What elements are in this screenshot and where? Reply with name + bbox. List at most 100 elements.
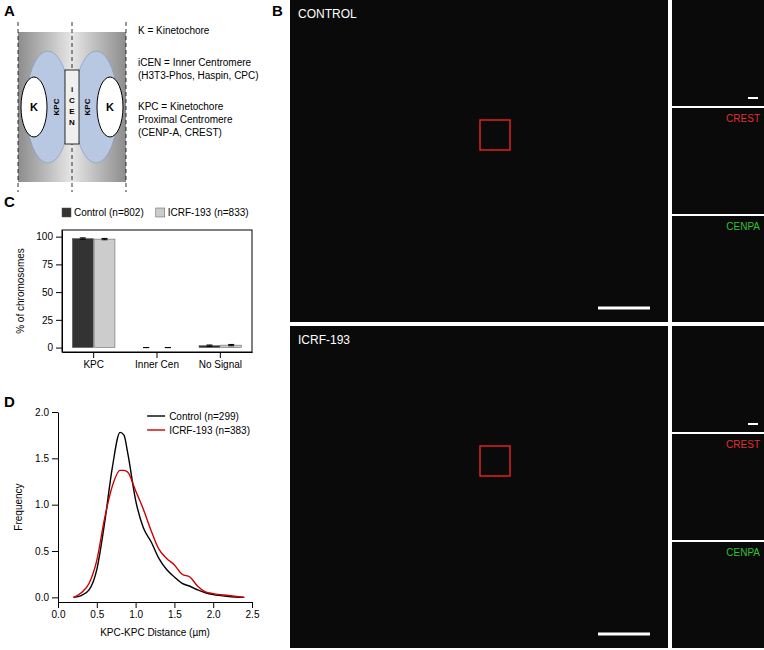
legend: Control (n=802) ICRF-193 (n=833): [62, 207, 249, 218]
series-line: [74, 432, 245, 597]
error-cap: [228, 345, 234, 346]
tick-mark: [56, 320, 62, 321]
legend-label: ICRF-193 (n=833): [168, 207, 249, 218]
axis: 0.00.51.01.52.0: [35, 407, 58, 603]
error-cap: [80, 239, 86, 240]
tick-mark: [52, 458, 58, 459]
channel-label: CENPA: [726, 547, 760, 558]
zoom-box: [480, 120, 510, 150]
tick-label: 1.5: [35, 453, 49, 464]
tick: KPC: [83, 352, 104, 370]
axis-line: [59, 602, 253, 603]
scale-bar: [598, 307, 650, 310]
error-cap: [165, 347, 171, 348]
kinetochore: [97, 77, 123, 137]
tick-mark: [52, 597, 58, 598]
legend-label: Control (n=802): [74, 207, 144, 218]
error-cap: [143, 347, 149, 348]
tick-label: 2.5: [246, 609, 260, 620]
legend-line: [147, 415, 165, 416]
panel-letter: A: [4, 2, 15, 19]
node-label: iCEN: [69, 85, 75, 127]
bar: [221, 345, 242, 347]
tick-label: 0.0: [35, 592, 49, 603]
key-text: K = Kinetochore: [138, 25, 210, 36]
inset-panel: [672, 542, 764, 648]
tick-mark: [52, 505, 58, 506]
key-text: KPC = Kinetochore: [138, 101, 224, 112]
inset-panel: [672, 0, 764, 106]
kpc-region: [26, 51, 70, 163]
image-label: ICRF-193: [298, 333, 350, 347]
panel-letter: C: [4, 193, 15, 210]
legend-line: [147, 429, 165, 430]
error-cap: [102, 239, 108, 240]
tick-label: 100: [36, 231, 53, 242]
node-label: KPC: [52, 98, 61, 115]
key-text: Proximal Centromere: [138, 114, 233, 125]
tick-label: 75: [42, 259, 54, 270]
node-label: KPC: [83, 98, 92, 115]
tick: 0: [47, 342, 62, 353]
tick: 2.0: [35, 407, 58, 418]
tick: 0.5: [90, 602, 104, 620]
legend-label: ICRF-193 (n=383): [169, 425, 250, 436]
bar: [199, 346, 220, 348]
legend-label: Control (n=299): [169, 411, 239, 422]
axis-line: [62, 231, 63, 353]
axis-title: % of chromosomes: [15, 248, 26, 334]
series-line: [74, 470, 245, 597]
error-bar: [165, 347, 171, 348]
error-cap: [143, 347, 149, 348]
channel-label: CENPA: [726, 221, 760, 232]
tick-mark: [52, 412, 58, 413]
tick: 0.0: [35, 592, 58, 603]
tick-label: 25: [42, 315, 54, 326]
tick-mark: [52, 551, 58, 552]
tick-label: 50: [42, 287, 54, 298]
error-bar: [143, 347, 149, 348]
tick-label: 0: [47, 342, 53, 353]
tick-mark: [56, 237, 62, 238]
tick: 1.5: [35, 453, 58, 464]
scale-bar: [748, 97, 758, 99]
tick-mark: [56, 264, 62, 265]
plot-frame: [62, 230, 252, 352]
tick: 50: [42, 287, 62, 298]
tick-label: No Signal: [199, 359, 242, 370]
plot-area: [72, 238, 241, 348]
bar: [136, 347, 157, 348]
zoom-box: [480, 446, 510, 476]
node-label: K: [30, 101, 38, 113]
legend-swatch: [156, 208, 165, 217]
axis-line: [58, 413, 59, 603]
figure: ABCDKKKPCKPCiCENK = KinetochoreiCEN = In…: [0, 0, 764, 650]
error-cap: [80, 237, 86, 238]
bar-chart: 0255075100KPCInner CenNo Signal% of chro…: [15, 207, 253, 370]
tick: 0.0: [52, 602, 66, 620]
inset-panel: [672, 434, 764, 540]
legend-swatch: [62, 208, 71, 217]
kpc-region: [74, 51, 118, 163]
tick-label: 1.0: [35, 499, 49, 510]
tick-mark: [93, 352, 94, 358]
tick-mark: [157, 352, 158, 358]
tick-mark: [56, 348, 62, 349]
inset-panel: [672, 216, 764, 322]
key-text: (CENP-A, CREST): [138, 127, 222, 138]
tick-label: 0.5: [90, 609, 104, 620]
axis-title: KPC-KPC Distance (µm): [100, 627, 210, 638]
channel-label: CREST: [726, 439, 760, 450]
key-text: iCEN = Inner Centromere: [138, 57, 252, 68]
image-label: CONTROL: [298, 7, 357, 21]
bar: [72, 239, 93, 348]
dashed-edge: [18, 22, 19, 192]
inset-panel: [672, 326, 764, 432]
scale-bar: [748, 423, 758, 425]
tick-label: 2.0: [35, 407, 49, 418]
panel-letter: B: [272, 2, 283, 19]
tick-label: KPC: [83, 359, 104, 370]
channel-label: CREST: [726, 113, 760, 124]
panel-letter: D: [4, 393, 15, 410]
error-cap: [206, 346, 212, 347]
